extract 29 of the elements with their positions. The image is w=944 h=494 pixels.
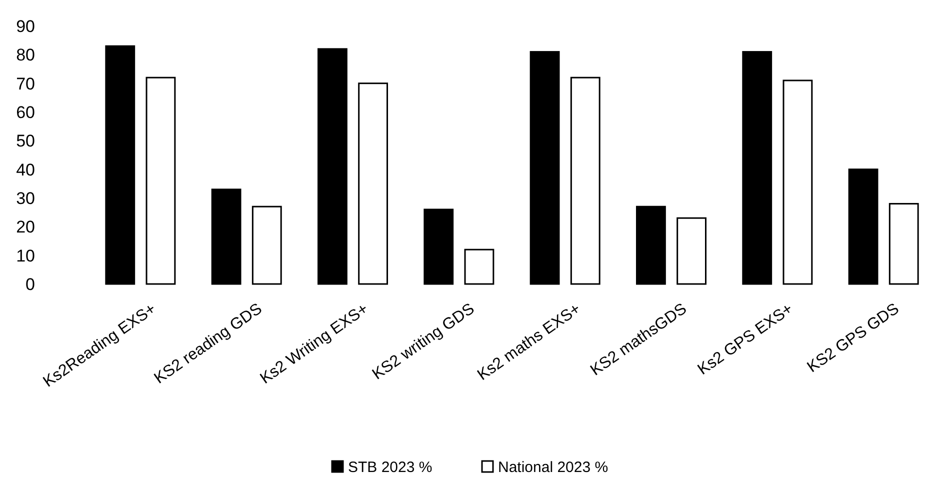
y-tick-label: 90 [16, 16, 35, 36]
bar [252, 206, 282, 285]
y-tick-label: 10 [16, 246, 35, 266]
bar [530, 51, 560, 285]
y-tick-label: 0 [26, 274, 35, 294]
bar [424, 208, 454, 285]
y-tick-label: 50 [16, 132, 35, 151]
bar [636, 206, 666, 285]
x-tick-label: KS2 GPS GDS [804, 300, 902, 376]
bar [570, 76, 600, 285]
bar [742, 51, 772, 285]
y-tick-label: 80 [16, 46, 35, 65]
bar [318, 48, 348, 285]
bar [848, 168, 878, 285]
legend-label: STB 2023 % [348, 459, 432, 476]
bar [782, 80, 813, 285]
bar [211, 188, 242, 285]
bar [105, 45, 136, 285]
y-tick-label: 20 [16, 218, 35, 237]
y-tick-label: 30 [16, 188, 35, 208]
bar [676, 217, 706, 285]
bar [888, 202, 919, 285]
y-tick-label: 40 [16, 160, 35, 180]
bar [358, 82, 388, 285]
bar [464, 248, 494, 285]
legend-label: National 2023 % [498, 459, 608, 476]
y-tick-label: 70 [16, 74, 35, 94]
bar [146, 76, 176, 285]
y-tick-label: 60 [16, 102, 35, 122]
